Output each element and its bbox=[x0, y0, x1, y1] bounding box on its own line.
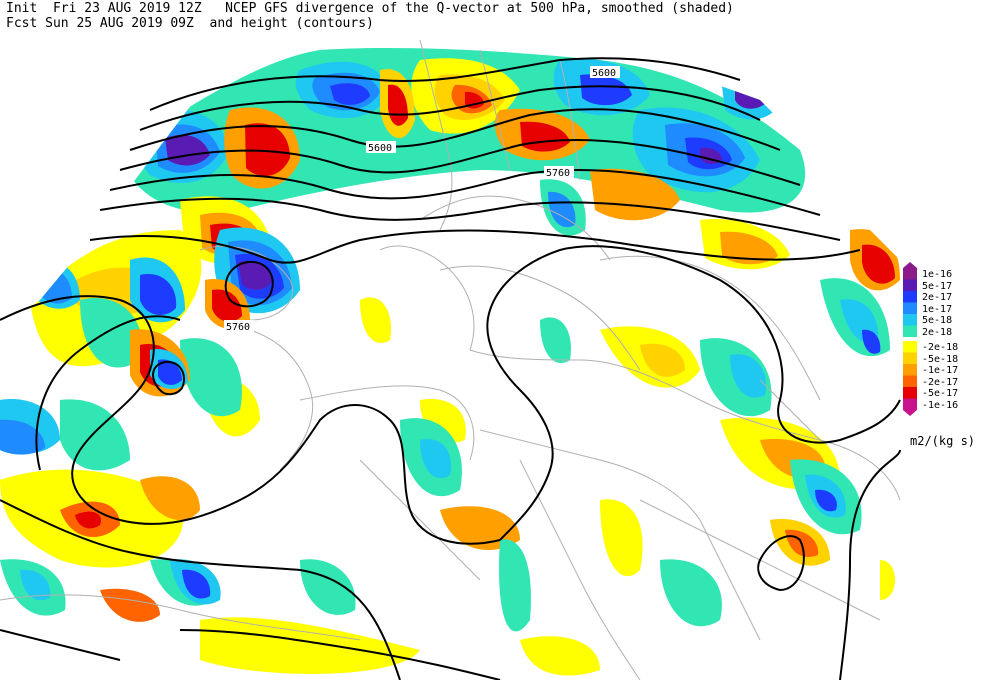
height-contours bbox=[0, 57, 901, 680]
legend-label: -2e-18 bbox=[922, 342, 959, 353]
legend-swatch bbox=[903, 352, 917, 364]
contour-label-5600-west: 5600 bbox=[368, 143, 392, 154]
q-vector-divergence-shading bbox=[0, 48, 900, 676]
legend-label: 5e-17 bbox=[922, 280, 953, 292]
legend-swatch bbox=[903, 398, 917, 416]
legend-swatch bbox=[903, 302, 917, 314]
legend-label: 1e-17 bbox=[922, 303, 953, 315]
color-legend-bar bbox=[903, 262, 917, 416]
legend-label: -5e-17 bbox=[922, 388, 959, 399]
legend-swatch bbox=[903, 291, 917, 303]
contour-label-5600-east: 5600 bbox=[592, 68, 616, 79]
legend-label: 1e-16 bbox=[922, 269, 953, 280]
legend-label: -5e-18 bbox=[922, 353, 959, 365]
legend-swatch bbox=[903, 325, 917, 337]
legend-swatch bbox=[903, 341, 917, 353]
legend-label: 2e-17 bbox=[922, 292, 953, 303]
legend-swatch bbox=[903, 314, 917, 326]
legend-label: -1e-16 bbox=[922, 399, 959, 411]
legend-label: -2e-17 bbox=[922, 376, 959, 388]
legend-swatch bbox=[903, 279, 917, 291]
legend-label: 5e-18 bbox=[922, 315, 953, 326]
legend-swatch bbox=[903, 387, 917, 399]
contour-labels: 5600 5600 5760 5760 bbox=[224, 66, 620, 333]
contour-label-5760-east: 5760 bbox=[546, 168, 570, 179]
country-borders bbox=[0, 39, 901, 680]
legend-label: 2e-18 bbox=[922, 326, 953, 338]
legend-swatch bbox=[903, 262, 917, 280]
legend-units: m2/(kg s) bbox=[910, 434, 976, 448]
legend-swatch bbox=[903, 364, 917, 376]
legend-label: -1e-17 bbox=[922, 365, 959, 376]
map-title-line-2: Fcst Sun 25 AUG 2019 09Z and height (con… bbox=[6, 16, 374, 31]
contour-label-5760-west: 5760 bbox=[226, 322, 250, 333]
map-title-line-1: Init Fri 23 AUG 2019 12Z NCEP GFS diverg… bbox=[6, 1, 734, 16]
legend-swatch bbox=[903, 375, 917, 387]
